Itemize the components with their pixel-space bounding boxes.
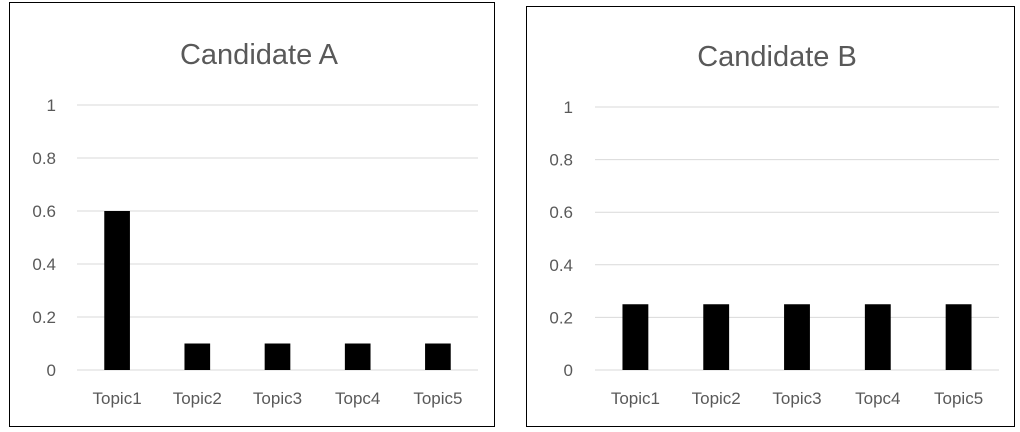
x-tick-label: Topic1: [93, 389, 142, 408]
gridlines: [77, 104, 478, 371]
x-tick-label: Topic1: [611, 389, 660, 408]
bar-topic3: [264, 343, 291, 370]
bars: [104, 211, 451, 370]
bar-topc4: [344, 343, 371, 370]
y-tick-label: 0.8: [549, 151, 573, 170]
y-tick-label: 1: [564, 98, 573, 117]
y-tick-label: 0.2: [32, 308, 56, 327]
bar-topic5: [945, 304, 972, 370]
x-tick-labels: Topic1 Topic2 Topic3 Topc4 Topic5: [93, 389, 463, 408]
x-tick-label: Topc4: [855, 389, 900, 408]
x-tick-label: Topic3: [772, 389, 821, 408]
y-tick-label: 0.4: [549, 256, 573, 275]
y-tick-label: 0.4: [32, 255, 56, 274]
x-tick-label: Topic5: [934, 389, 983, 408]
bar-topic3: [784, 304, 810, 370]
y-tick-label: 0.8: [32, 149, 56, 168]
y-tick-label: 0.6: [549, 203, 573, 222]
y-tick-label: 0: [47, 361, 56, 380]
x-tick-label: Topic2: [173, 389, 222, 408]
bar-topic5: [425, 343, 451, 370]
bars: [622, 304, 972, 370]
bar-topic1: [622, 304, 649, 370]
bar-topc4: [864, 304, 891, 370]
x-tick-label: Topic2: [692, 389, 741, 408]
y-tick-label: 0.2: [549, 308, 573, 327]
chart-panel-candidate-b: Candidate B 0 0.2 0.4 0.6 0.8 1 Topic1 Topic2 T…: [526, 6, 1015, 427]
x-tick-labels: Topic1 Topic2 Topic3 Topc4 Topic5: [611, 389, 983, 408]
y-tick-label: 1: [47, 96, 56, 115]
y-tick-label: 0.6: [32, 202, 56, 221]
bar-topic1: [104, 211, 130, 370]
chart-panel-candidate-a: Candidate A 0 0.2 0.4 0.6 0.8 1 Topic1 Topic2 T…: [9, 2, 495, 427]
x-tick-label: Topc4: [335, 389, 380, 408]
chart-svg-candidate-a: Candidate A 00.20.40.60.81 Topic1 Topic2 T…: [32, 39, 478, 408]
chart-svg-candidate-b: Candidate B 00.20.40.60.81 Topic1 Topic2 T…: [549, 41, 999, 408]
x-tick-label: Topic3: [253, 389, 302, 408]
bar-topic2: [184, 343, 211, 370]
chart-title: Candidate A: [180, 39, 339, 71]
y-tick-labels: 0 0.2 0.4 0.6 0.8 1: [32, 96, 56, 380]
bar-topic2: [703, 304, 730, 370]
y-tick-label: 0: [564, 361, 573, 380]
chart-title: Candidate B: [697, 41, 857, 73]
y-tick-labels: 0 0.2 0.4 0.6 0.8 1: [549, 98, 573, 380]
x-tick-label: Topic5: [413, 389, 462, 408]
